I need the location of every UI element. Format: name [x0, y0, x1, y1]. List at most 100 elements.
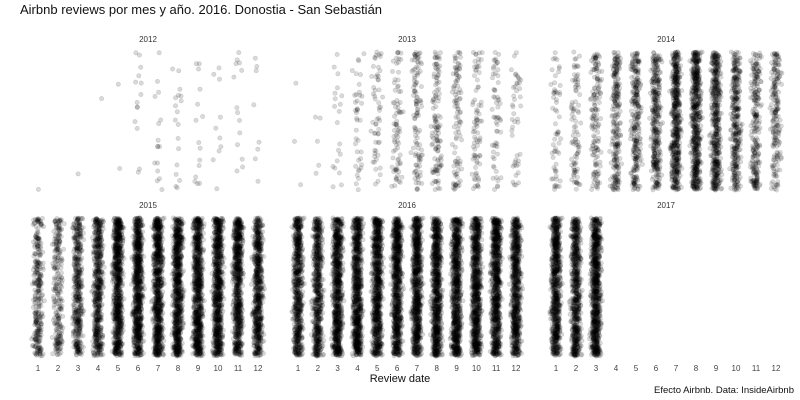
review-point [138, 80, 144, 86]
review-point [370, 91, 376, 97]
review-point [373, 148, 379, 154]
review-point [476, 102, 482, 108]
review-point [395, 84, 401, 90]
panel-2014: 2014 [548, 35, 785, 193]
review-point [452, 92, 458, 98]
review-point [669, 109, 675, 115]
review-point [217, 76, 223, 82]
review-point [573, 56, 579, 62]
review-point [593, 162, 599, 168]
review-point [373, 122, 379, 128]
review-point [552, 73, 558, 79]
review-point [354, 117, 360, 123]
review-point [432, 119, 438, 125]
review-point [313, 170, 319, 176]
review-point [494, 122, 500, 128]
review-point [694, 176, 700, 182]
review-point [472, 183, 478, 189]
review-point [33, 223, 39, 229]
review-point [752, 70, 758, 76]
review-point [490, 66, 496, 72]
review-point [731, 170, 737, 176]
review-point [35, 333, 41, 339]
review-point [453, 79, 459, 85]
review-point [334, 120, 340, 126]
review-point [668, 171, 674, 177]
review-point [393, 110, 399, 116]
review-point [391, 139, 397, 145]
review-point [569, 162, 575, 168]
review-point [397, 179, 403, 185]
review-point [38, 315, 44, 321]
review-point [594, 89, 600, 95]
review-point [355, 57, 361, 63]
review-point [39, 310, 45, 316]
review-point [768, 102, 774, 108]
review-point [370, 119, 376, 125]
review-point [358, 149, 364, 155]
review-point [632, 180, 638, 186]
review-point [636, 59, 642, 65]
review-point [357, 117, 363, 123]
review-point [693, 60, 699, 66]
review-point [591, 149, 597, 155]
panel-title: 2013 [398, 35, 416, 44]
review-point [393, 121, 399, 127]
review-point [394, 60, 400, 66]
review-point [613, 168, 619, 174]
review-point [552, 136, 558, 142]
review-point [251, 102, 257, 108]
review-point [253, 68, 259, 74]
review-point [175, 122, 181, 128]
review-point [571, 179, 577, 185]
review-point [674, 158, 680, 164]
review-point [648, 134, 654, 140]
review-point [197, 145, 203, 151]
review-point [392, 147, 398, 153]
review-point [709, 179, 715, 185]
review-point [356, 58, 362, 64]
review-point [178, 93, 184, 99]
review-point [236, 50, 242, 56]
review-point [631, 134, 637, 140]
review-point [657, 149, 663, 155]
review-point [412, 52, 418, 58]
review-point [291, 138, 297, 144]
review-point [574, 174, 580, 180]
review-point [490, 163, 496, 169]
review-point [32, 270, 38, 276]
review-point [252, 156, 258, 162]
review-point [373, 139, 379, 145]
review-point [698, 90, 704, 96]
review-point [612, 144, 618, 150]
review-point [611, 67, 617, 73]
review-point [376, 105, 382, 111]
review-point [138, 92, 144, 98]
review-point [452, 150, 458, 156]
review-point [337, 141, 343, 147]
review-point [616, 91, 622, 97]
review-point [654, 179, 660, 185]
review-point [631, 126, 637, 132]
review-point [496, 51, 502, 57]
review-point [30, 304, 36, 310]
review-point [314, 138, 320, 144]
review-point [515, 170, 521, 176]
review-point [33, 320, 39, 326]
review-point [776, 89, 782, 95]
review-point [734, 122, 740, 128]
review-point [651, 153, 657, 159]
review-point [412, 82, 418, 88]
review-point [557, 83, 563, 89]
review-point [699, 49, 705, 55]
review-point [395, 69, 401, 75]
review-point [691, 158, 697, 164]
review-point [735, 114, 741, 120]
review-point [375, 131, 381, 137]
review-point [568, 156, 574, 162]
review-point [30, 343, 36, 349]
review-point [409, 57, 415, 63]
review-point [549, 150, 555, 156]
review-point [373, 52, 379, 58]
review-point [770, 118, 776, 124]
